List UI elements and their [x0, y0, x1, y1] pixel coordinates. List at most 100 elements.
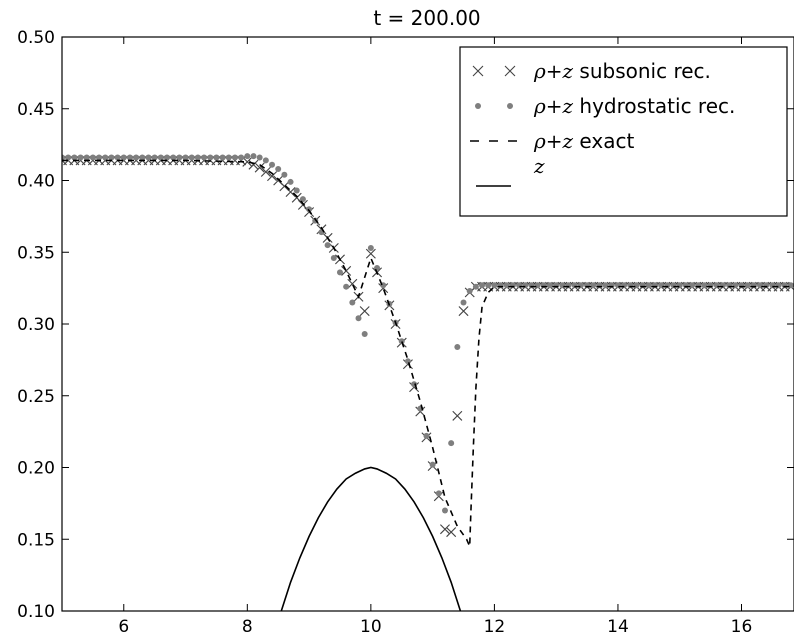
dot-marker-point	[787, 282, 794, 289]
dot-marker-point	[281, 171, 288, 178]
dot-marker-point	[374, 265, 381, 272]
dot-marker-point	[219, 154, 226, 161]
y-tick-label: 0.15	[17, 530, 55, 550]
x-marker-point	[297, 199, 308, 210]
y-tick-label: 0.35	[17, 243, 55, 263]
x-marker-point	[254, 162, 265, 173]
dot-marker-point	[306, 206, 313, 213]
y-tick-label: 0.40	[17, 172, 55, 192]
exact-dashed-line	[62, 159, 794, 547]
dot-marker-point	[176, 154, 183, 161]
x-marker-point	[248, 159, 259, 170]
dot-marker-point	[355, 315, 362, 322]
dot-marker-point	[269, 161, 276, 168]
x-tick-label: 6	[118, 617, 129, 637]
x-marker-point	[267, 171, 278, 182]
legend-label: ρ+z exact	[533, 129, 634, 153]
dot-marker-point	[120, 154, 127, 161]
x-marker-point	[365, 248, 376, 259]
legend-dot-marker	[475, 103, 481, 109]
dot-marker-point	[77, 154, 84, 161]
dot-marker-point	[244, 153, 251, 160]
legend-item: ρ+z subsonic rec.	[472, 59, 711, 83]
dot-marker-point	[602, 282, 609, 289]
dot-marker-point	[547, 282, 553, 289]
dot-marker-point	[225, 154, 232, 161]
dot-marker-point	[275, 166, 282, 173]
dot-marker-point	[231, 154, 238, 161]
dot-marker-point	[238, 154, 245, 161]
dot-marker-point	[62, 154, 65, 161]
x-marker-point	[452, 410, 463, 421]
y-tick-label: 0.20	[17, 459, 55, 479]
x-marker-point	[458, 306, 469, 317]
x-tick-label: 8	[242, 617, 253, 637]
legend-label: ρ+z hydrostatic rec.	[533, 94, 735, 118]
dot-marker-point	[145, 154, 152, 161]
x-tick-label: 14	[607, 617, 629, 637]
dot-marker-point	[361, 331, 368, 338]
series-1	[62, 153, 794, 514]
dot-marker-point	[441, 507, 448, 514]
dot-marker-point	[126, 154, 133, 161]
legend-label: z	[533, 154, 545, 178]
dot-marker-point	[207, 154, 214, 161]
x-marker-point	[291, 192, 302, 203]
dot-marker-point	[491, 282, 498, 289]
x-marker-point	[439, 524, 450, 535]
dot-marker-point	[429, 461, 436, 468]
dot-marker-point	[250, 153, 257, 160]
dot-marker-point	[689, 282, 696, 289]
dot-marker-point	[293, 187, 300, 194]
dot-marker-point	[435, 490, 442, 497]
y-tick-label: 0.45	[17, 100, 55, 120]
dot-marker-point	[133, 154, 140, 161]
dot-marker-point	[262, 157, 269, 164]
series-3	[280, 466, 462, 611]
dot-marker-point	[645, 282, 652, 289]
x-marker-point	[260, 166, 271, 177]
y-tick-label: 0.10	[17, 602, 55, 622]
plot-marks	[62, 153, 794, 611]
series-2	[62, 159, 794, 547]
dot-marker-point	[89, 154, 96, 161]
dot-marker-point	[367, 244, 374, 251]
dot-marker-point	[324, 242, 331, 249]
dot-marker-point	[157, 154, 164, 161]
legend-label: ρ+z subsonic rec.	[533, 59, 711, 83]
dot-marker-point	[65, 154, 72, 161]
legend-item: ρ+z exact	[470, 129, 634, 153]
x-marker-point	[446, 527, 457, 538]
axis-ticks: 6 8 10 12 14 16 0.10 0.15 0.20 0.25 0.30 0.35 0.40 0.…	[17, 28, 794, 637]
chart-title: t = 200.00	[373, 6, 480, 30]
dot-marker-point	[330, 254, 337, 261]
dot-marker-point	[139, 154, 146, 161]
dot-marker-point	[404, 358, 411, 365]
y-tick-label: 0.25	[17, 387, 55, 407]
dot-marker-point	[454, 343, 461, 350]
dot-marker-point	[744, 282, 751, 289]
x-marker-point	[359, 306, 370, 317]
dot-marker-point	[71, 154, 78, 161]
legend-x-marker	[472, 65, 484, 77]
dot-marker-point	[194, 154, 201, 161]
dot-marker-point	[472, 283, 479, 290]
dot-marker-point	[170, 154, 177, 161]
dot-marker-point	[201, 154, 208, 161]
dot-marker-point	[590, 282, 597, 289]
x-marker-point	[341, 265, 352, 276]
dot-marker-point	[114, 154, 121, 161]
dot-marker-point	[151, 154, 158, 161]
z-line	[280, 466, 462, 611]
dot-marker-point	[503, 282, 510, 289]
dot-marker-point	[343, 283, 350, 290]
legend-item: ρ+z hydrostatic rec.	[475, 94, 735, 118]
y-tick-label: 0.50	[17, 28, 55, 48]
legend-item: z	[476, 154, 545, 187]
dot-marker-point	[701, 282, 708, 289]
x-tick-label: 12	[484, 617, 506, 637]
dot-marker-point	[466, 287, 473, 294]
dot-marker-point	[213, 154, 220, 161]
dot-marker-point	[448, 440, 455, 447]
